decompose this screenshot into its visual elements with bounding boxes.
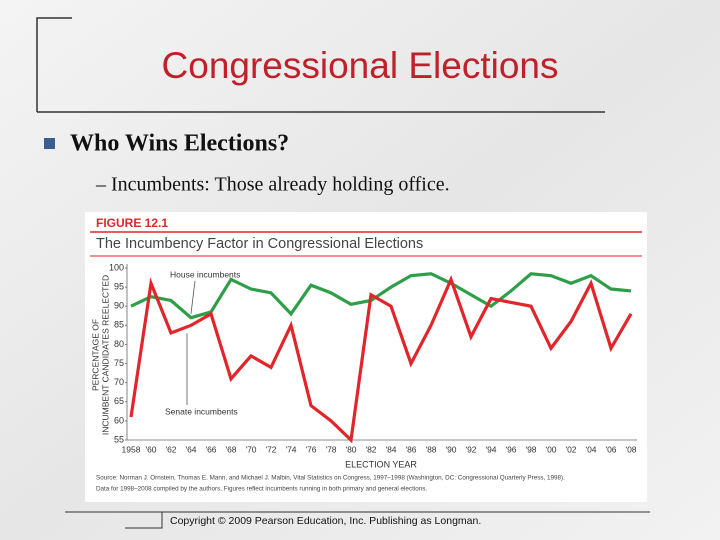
x-tick-label: '04 xyxy=(585,444,596,454)
x-tick-label: '76 xyxy=(305,444,316,454)
x-tick-label: '64 xyxy=(185,444,196,454)
x-tick-label: '88 xyxy=(425,444,436,454)
source-line: Data for 1998–2008 compiled by the autho… xyxy=(96,486,427,493)
x-tick-label: '82 xyxy=(365,444,376,454)
bullet-icon xyxy=(44,138,55,149)
y-tick-label: 80 xyxy=(114,339,124,349)
y-tick-label: 95 xyxy=(114,281,124,291)
x-tick-label: '66 xyxy=(205,444,216,454)
x-tick-label: '86 xyxy=(405,444,416,454)
x-tick-label: '72 xyxy=(265,444,276,454)
y-tick-label: 75 xyxy=(114,358,124,368)
x-tick-label: '08 xyxy=(625,444,636,454)
legend-pointer xyxy=(190,280,196,314)
legend-label: Senate incumbents xyxy=(165,406,238,416)
x-tick-label: '68 xyxy=(225,444,236,454)
y-label-line: PERCENTAGE OF xyxy=(90,319,100,391)
footer-box xyxy=(125,512,163,529)
x-tick-label: '70 xyxy=(245,444,256,454)
y-label: PERCENTAGE OF INCUMBENT CANDIDATES REELE… xyxy=(90,275,110,435)
slide-title: Congressional Elections xyxy=(162,45,559,86)
footer: Copyright © 2009 Pearson Education, Inc.… xyxy=(170,515,481,527)
corner-rule xyxy=(36,17,72,112)
figure-label: FIGURE 12.1 xyxy=(96,216,168,230)
x-label: ELECTION YEAR xyxy=(345,459,417,469)
x-tick-label: '78 xyxy=(325,444,336,454)
x-tick-label: '06 xyxy=(605,444,616,454)
x-tick-label: '00 xyxy=(545,444,556,454)
x-tick-label: '94 xyxy=(485,444,496,454)
x-tick-label: '84 xyxy=(385,444,396,454)
x-tick-label: '62 xyxy=(165,444,176,454)
x-tick-label: '92 xyxy=(465,444,476,454)
series-line xyxy=(130,272,632,320)
bullet: Who Wins Elections? xyxy=(70,131,289,157)
y-tick-label: 60 xyxy=(114,415,124,425)
sub-bullet: – Incumbents: Those already holding offi… xyxy=(95,174,450,196)
x-tick-label: '96 xyxy=(505,444,516,454)
x-tick-label: '90 xyxy=(445,444,456,454)
y-label-line: INCUMBENT CANDIDATES REELECTED xyxy=(100,275,110,435)
x-tick-label: '74 xyxy=(285,444,296,454)
x-tick-label: '02 xyxy=(565,444,576,454)
y-tick-label: 65 xyxy=(114,396,124,406)
y-tick-label: 55 xyxy=(114,434,124,444)
figure-panel xyxy=(85,212,647,502)
plot: 55 60 65 70 75 80 85 90 95 100 1958 '60 '62 '64 '66 '68… xyxy=(109,262,637,454)
x-tick-label: 1958 xyxy=(122,444,141,454)
y-tick-label: 70 xyxy=(114,377,124,387)
series-line xyxy=(129,275,633,444)
x-tick-label: '60 xyxy=(145,444,156,454)
chart-title: The Incumbency Factor in Congressional E… xyxy=(96,236,423,252)
legend-label: House incumbents xyxy=(170,269,240,279)
x-tick-label: '80 xyxy=(345,444,356,454)
y-tick-label: 100 xyxy=(109,262,124,272)
x-tick-label: '98 xyxy=(525,444,536,454)
source-line: Source: Norman J. Ornstein, Thomas E. Ma… xyxy=(96,475,565,482)
y-tick-label: 90 xyxy=(114,301,124,311)
y-tick-label: 85 xyxy=(114,320,124,330)
